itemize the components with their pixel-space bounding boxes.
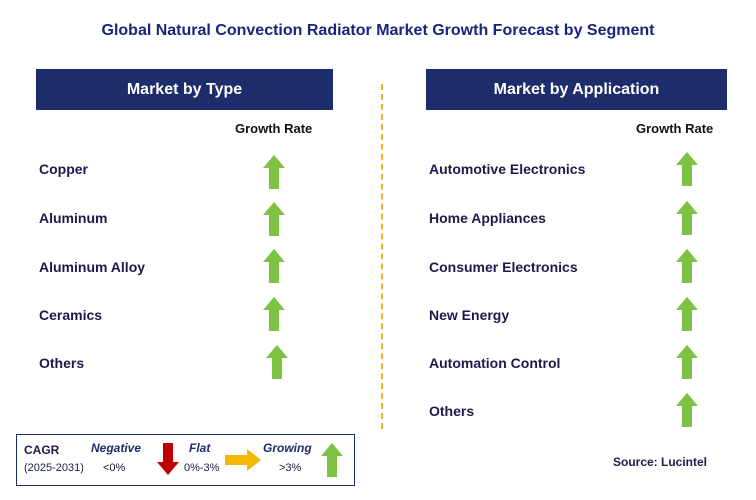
segment-label: New Energy: [429, 307, 510, 323]
type-panel-header: Market by Type: [36, 69, 333, 110]
segment-label: Automation Control: [429, 355, 561, 371]
segment-label: Consumer Electronics: [429, 259, 578, 275]
legend-cagr-label: CAGR: [24, 443, 60, 457]
segment-label: Aluminum Alloy: [39, 259, 146, 275]
type-row-aluminum: Aluminum: [39, 200, 107, 236]
up-arrow-icon: [676, 201, 698, 235]
up-arrow-icon: [676, 345, 698, 379]
type-row-ceramics: Ceramics: [39, 297, 102, 333]
legend-negative-label: Negative: [91, 441, 142, 455]
application-panel-header: Market by Application: [426, 69, 727, 110]
up-arrow-icon: [263, 202, 285, 236]
segment-label: Others: [429, 403, 475, 419]
type-growth-rate-header: Growth Rate: [235, 121, 313, 136]
type-row-copper: Copper: [39, 151, 88, 187]
cagr-legend: CAGR (2025-2031) Negative <0% Flat 0%-3%…: [16, 434, 355, 486]
legend-growing-range: >3%: [279, 462, 302, 474]
application-row-new-energy: New Energy: [429, 297, 509, 333]
application-row-others: Others: [429, 393, 474, 429]
segment-label: Automotive Electronics: [429, 161, 586, 177]
up-arrow-icon: [676, 297, 698, 331]
up-arrow-icon: [676, 249, 698, 283]
up-arrow-icon: [676, 393, 698, 427]
legend-negative-range: <0%: [103, 462, 126, 474]
panel-divider: [381, 84, 383, 429]
legend-growing-label: Growing: [263, 441, 312, 455]
source-note: Source: Lucintel: [613, 455, 708, 469]
type-row-others: Others: [39, 345, 84, 381]
application-row-automation-control: Automation Control: [429, 345, 560, 381]
application-row-consumer-electronics: Consumer Electronics: [429, 249, 578, 285]
right-arrow-icon: [225, 449, 261, 471]
segment-label: Others: [39, 355, 85, 371]
segment-label: Aluminum: [39, 210, 108, 226]
segment-label: Home Appliances: [429, 210, 546, 226]
legend-flat-label: Flat: [189, 441, 211, 455]
down-arrow-icon: [157, 443, 179, 475]
type-panel-header-label: Market by Type: [126, 80, 243, 98]
up-arrow-icon: [676, 152, 698, 186]
segment-label: Ceramics: [39, 307, 103, 323]
application-panel-header-label: Market by Application: [493, 80, 660, 98]
chart-title: Global Natural Convection Radiator Marke…: [101, 22, 655, 39]
up-arrow-icon: [266, 345, 288, 379]
application-row-automotive-electronics: Automotive Electronics: [429, 151, 585, 187]
type-row-aluminum-alloy: Aluminum Alloy: [39, 249, 145, 285]
legend-period: (2025-2031): [24, 462, 84, 474]
up-arrow-icon: [263, 297, 285, 331]
legend-flat-range: 0%-3%: [184, 462, 220, 474]
application-growth-rate-header: Growth Rate: [636, 121, 714, 136]
application-row-home-appliances: Home Appliances: [429, 200, 546, 236]
up-arrow-icon: [263, 155, 285, 189]
up-arrow-icon: [263, 249, 285, 283]
segment-label: Copper: [39, 161, 88, 177]
up-arrow-icon: [321, 443, 343, 477]
